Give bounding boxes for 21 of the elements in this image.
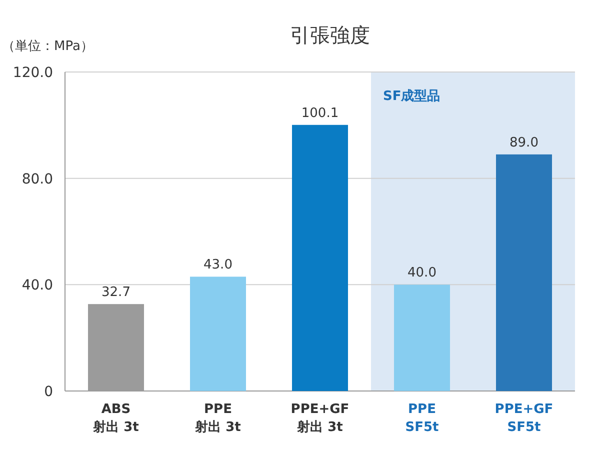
bar <box>292 124 348 391</box>
data-label: 100.1 <box>301 106 339 121</box>
bar <box>394 284 450 391</box>
y-tick-label: 40.0 <box>22 278 53 294</box>
x-tick-label: PPE 射出 3t <box>194 402 241 435</box>
y-tick-label: 120.0 <box>12 65 53 81</box>
data-label: 32.7 <box>102 285 130 300</box>
bar <box>496 154 552 391</box>
y-tick-label: 80.0 <box>22 171 53 188</box>
x-tick-label: ABS 射出 3t <box>92 402 139 435</box>
y-tick-label: 0 <box>44 384 53 400</box>
y-axis-title: （単位：MPa） <box>2 39 94 54</box>
chart-title: 引張強度 <box>290 23 370 47</box>
bar <box>190 276 246 391</box>
x-tick-label: PPE+GF 射出 3t <box>290 402 350 435</box>
data-label: 40.0 <box>408 266 436 281</box>
data-label: 89.0 <box>510 135 538 150</box>
x-tick-label: PPE SF5t <box>405 402 439 435</box>
band-label: SF成型品 <box>383 89 440 104</box>
data-label: 43.0 <box>204 258 232 273</box>
x-tick-label: PPE+GF SF5t <box>494 402 554 435</box>
